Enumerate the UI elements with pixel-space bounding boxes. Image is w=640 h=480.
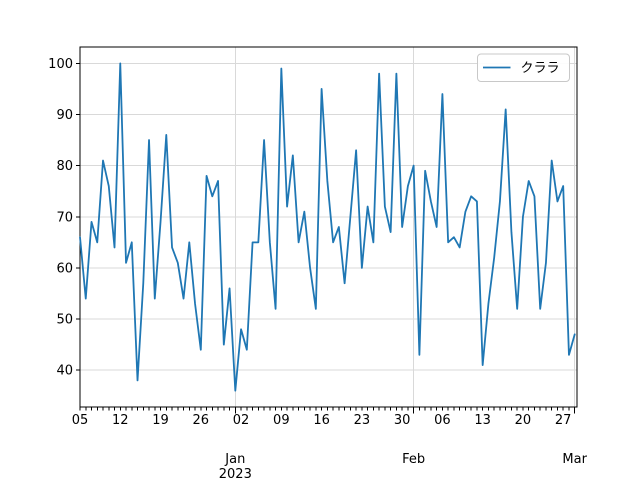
- x-week-label: 26: [193, 413, 210, 428]
- x-week-label: 06: [434, 413, 451, 428]
- x-week-label: 20: [515, 413, 532, 428]
- x-week-label: 23: [354, 413, 371, 428]
- legend-box: [477, 53, 570, 82]
- y-tick-label: 100: [48, 57, 73, 72]
- legend: クララ: [477, 53, 570, 82]
- y-tick-label: 70: [56, 210, 73, 225]
- series-line: [79, 62, 576, 392]
- axis-ticks-layer: [76, 62, 576, 414]
- x-week-label: 30: [394, 413, 411, 428]
- x-week-label: 12: [112, 413, 129, 428]
- grid-layer: [80, 47, 577, 407]
- x-month-label: Mar: [562, 452, 587, 467]
- y-tick-label: 50: [56, 313, 73, 328]
- x-year-label: 2023: [219, 467, 252, 480]
- plot-border: [79, 46, 578, 408]
- x-week-label: 19: [152, 413, 169, 428]
- x-week-label: 13: [474, 413, 491, 428]
- x-week-label: 09: [273, 413, 290, 428]
- x-week-label: 02: [233, 413, 250, 428]
- legend-label: クララ: [521, 61, 560, 76]
- y-tick-label: 40: [56, 364, 73, 379]
- y-tick-label: 60: [56, 261, 73, 276]
- x-month-label: Jan: [224, 452, 245, 467]
- x-week-label: 27: [555, 413, 572, 428]
- x-month-label: Feb: [402, 452, 425, 467]
- x-week-label: 16: [313, 413, 330, 428]
- x-week-label: 05: [72, 413, 89, 428]
- y-tick-label: 90: [56, 108, 73, 123]
- y-tick-label: 80: [56, 159, 73, 174]
